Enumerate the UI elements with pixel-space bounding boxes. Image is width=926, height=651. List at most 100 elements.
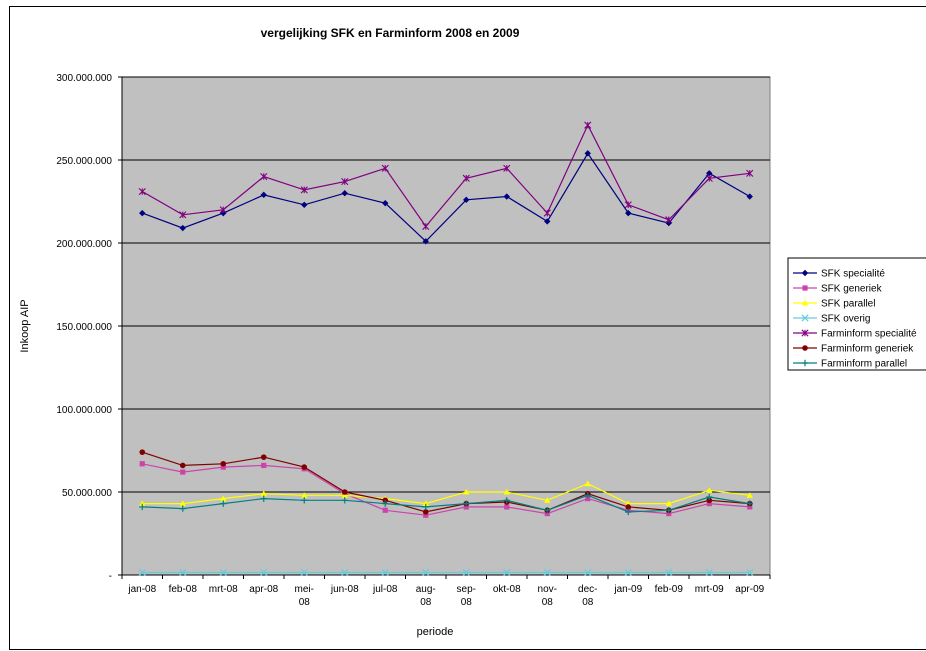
y-tick-label: 250.000.000 [56,156,112,167]
data-point [422,222,430,230]
data-point [543,209,551,217]
data-point [665,507,672,514]
data-point [463,500,470,507]
data-point [260,568,268,577]
data-point [260,191,267,199]
data-point [300,186,308,194]
data-point [624,201,632,209]
data-point [381,568,389,577]
series-line [142,494,750,513]
data-point [138,568,146,577]
series-line [142,451,750,513]
data-point [801,314,809,322]
data-point [625,209,632,217]
data-point [301,464,308,470]
data-point [180,469,186,475]
data-point [260,495,267,502]
legend-label: SFK parallel [821,299,875,310]
data-point [260,173,268,181]
legend-item: SFK specialité [793,269,885,280]
x-tick-label: feb-09 [655,584,684,595]
data-point [746,169,754,177]
data-point [746,568,754,577]
x-tick-label: apr-09 [735,584,764,595]
legend-label: SFK specialité [821,269,885,280]
x-tick-labels: jan-08 feb-08 mrt-08 apr-08 mei-08 jun-08 jul-… [127,584,764,608]
x-tick-label: dec-08 [578,584,597,608]
data-point [341,177,349,186]
data-point [422,503,429,511]
legend-label: SFK overig [821,314,870,325]
x-tick-label: aug-08 [416,584,436,608]
x-axis-title: periode [417,626,454,638]
data-point [462,568,470,577]
data-point [801,299,809,306]
data-point [422,238,429,245]
data-point [665,568,673,577]
data-point [706,497,713,504]
series-line [142,483,750,505]
data-point [544,510,550,517]
legend-item: Farminform parallel [793,359,907,370]
data-point [301,497,308,504]
series-line [142,463,750,516]
data-point [705,568,713,577]
y-tick-label: - [109,571,112,582]
data-point [584,480,591,487]
x-tick-label: jan-08 [127,584,156,595]
y-tick-label: 150.000.000 [56,322,112,333]
data-point [179,500,186,507]
data-point [382,500,389,507]
x-tick-label: jan-09 [613,584,642,595]
data-point [423,512,429,518]
data-point [220,495,227,502]
x-tick-label: jul-08 [372,584,398,595]
data-point [585,496,591,502]
data-point [341,190,348,197]
series-lines [138,121,754,577]
x-tick-label: jun-08 [330,584,359,595]
data-point [802,345,808,351]
data-point [544,507,551,514]
data-point [219,206,227,214]
data-point [341,497,348,504]
legend-box [787,257,926,371]
y-tick-labels: - 50.000.000 100.000.000 150.000.000 200.000… [56,73,112,582]
legend-label: Farminform specialité [821,329,917,340]
data-point [422,500,429,507]
data-point [503,488,510,495]
series-sfk-parallel [139,480,753,507]
data-point [220,500,227,507]
data-point [341,492,348,498]
series-sfk-specialit- [139,150,753,245]
legend-item: Farminform specialité [793,329,917,340]
x-tick-label: mrt-09 [695,584,724,595]
legend-item: SFK parallel [793,299,875,310]
data-point [584,492,591,499]
data-point [139,209,146,217]
data-point [179,568,187,577]
legend-label: Farminform generiek [821,344,914,355]
legend: SFK specialité SFK generiek SFK parallel SF… [787,257,926,371]
data-point [381,164,389,172]
data-point [220,464,226,470]
data-point [138,187,146,196]
legend-item: Farminform generiek [793,344,914,355]
data-point [260,490,267,497]
data-point [341,568,349,577]
data-point [706,493,713,501]
data-point [746,500,753,507]
series-farminform-parallel [139,492,753,516]
data-point [584,121,592,129]
chart-frame: vergelijking SFK en Farminform 2008 en 2… [9,6,926,650]
data-point [179,211,187,219]
data-point [544,497,551,503]
data-point [422,509,429,515]
data-point [705,174,713,182]
data-point [503,568,511,577]
data-point [463,196,470,204]
data-point [802,285,808,291]
data-point [300,568,308,577]
data-point [625,508,632,516]
data-point [220,460,227,467]
